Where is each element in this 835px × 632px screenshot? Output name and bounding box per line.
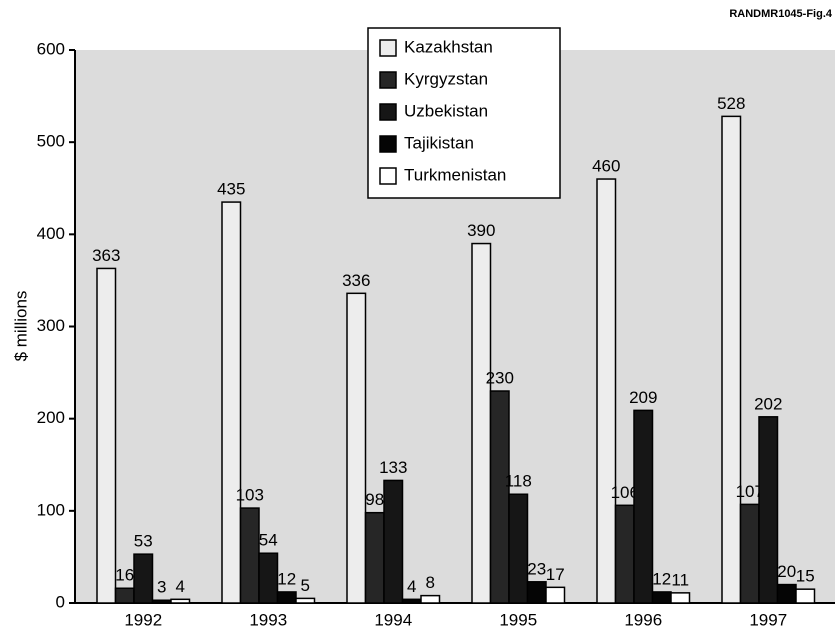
y-tick-label: 200 (37, 408, 65, 427)
value-label: 3 (157, 578, 166, 597)
bar (614, 504, 635, 604)
bar (96, 267, 117, 604)
value-label: 390 (467, 221, 495, 240)
x-tick-label: 1993 (249, 610, 287, 629)
bar (383, 479, 404, 604)
y-tick-label: 400 (37, 224, 65, 243)
bar (114, 587, 135, 604)
value-label: 103 (236, 486, 264, 505)
legend-label: Kyrgyzstan (404, 69, 488, 88)
value-label: 4 (176, 577, 185, 596)
value-label: 20 (777, 562, 796, 581)
legend-label: Turkmenistan (404, 165, 506, 184)
legend-label: Uzbekistan (404, 101, 488, 120)
value-label: 8 (426, 573, 435, 592)
bar (221, 201, 242, 604)
value-label: 11 (671, 570, 689, 589)
bar (670, 592, 691, 604)
value-label: 363 (92, 246, 120, 265)
legend-swatch (379, 39, 397, 57)
bar (651, 591, 672, 604)
legend-box (367, 27, 561, 199)
bar (596, 178, 617, 604)
value-label: 336 (342, 271, 370, 290)
x-tick-label: 1992 (124, 610, 162, 629)
bar (545, 586, 566, 604)
value-label: 4 (407, 577, 416, 596)
legend-swatch (379, 135, 397, 153)
value-label: 15 (796, 567, 815, 586)
value-label: 528 (717, 94, 745, 113)
y-tick-label: 600 (37, 39, 65, 58)
value-label: 23 (527, 559, 546, 578)
y-axis-label: $ millions (11, 291, 30, 362)
bar (758, 416, 779, 604)
bar (471, 242, 492, 604)
bar (420, 594, 441, 604)
value-label: 106 (611, 483, 639, 502)
x-tick-label: 1995 (499, 610, 537, 629)
value-label: 107 (736, 482, 764, 501)
legend-swatch (379, 167, 397, 185)
y-tick-label: 100 (37, 500, 65, 519)
bar (295, 597, 316, 604)
bar (276, 591, 297, 604)
value-label: 98 (365, 490, 384, 509)
bar (776, 583, 797, 604)
value-label: 209 (629, 388, 657, 407)
y-tick-label: 0 (56, 592, 65, 611)
x-tick-label: 1996 (624, 610, 662, 629)
value-label: 118 (505, 472, 532, 491)
value-label: 54 (259, 531, 278, 550)
bar (258, 552, 279, 604)
value-label: 16 (115, 566, 134, 585)
bar (633, 409, 654, 604)
bar (364, 511, 385, 604)
y-tick-label: 300 (37, 316, 65, 335)
value-label: 12 (652, 569, 671, 588)
value-label: 202 (754, 394, 782, 413)
bar (170, 598, 191, 604)
value-label: 5 (301, 576, 310, 595)
annotation: RANDMR1045-Fig.4 (729, 8, 833, 20)
legend-swatch (379, 103, 397, 121)
value-label: 133 (379, 458, 407, 477)
bar (346, 292, 367, 604)
bar (739, 503, 760, 604)
legend-label: Kazakhstan (404, 37, 493, 56)
value-label: 17 (546, 565, 565, 584)
value-label: 460 (592, 157, 620, 176)
bar (133, 553, 154, 604)
bar (526, 581, 547, 604)
y-tick-label: 500 (37, 132, 65, 151)
bar (151, 599, 172, 604)
value-label: 53 (134, 532, 153, 551)
legend-label: Tajikistan (404, 133, 474, 152)
bar (795, 588, 816, 604)
x-tick-label: 1997 (749, 610, 787, 629)
bar (401, 598, 422, 604)
bar (508, 493, 529, 604)
value-label: 230 (486, 369, 514, 388)
value-label: 435 (217, 180, 245, 199)
bar (489, 390, 510, 604)
bar (721, 115, 742, 604)
bar (239, 507, 260, 604)
legend-swatch (379, 71, 397, 89)
value-label: 12 (277, 569, 296, 588)
x-tick-label: 1994 (374, 610, 412, 629)
